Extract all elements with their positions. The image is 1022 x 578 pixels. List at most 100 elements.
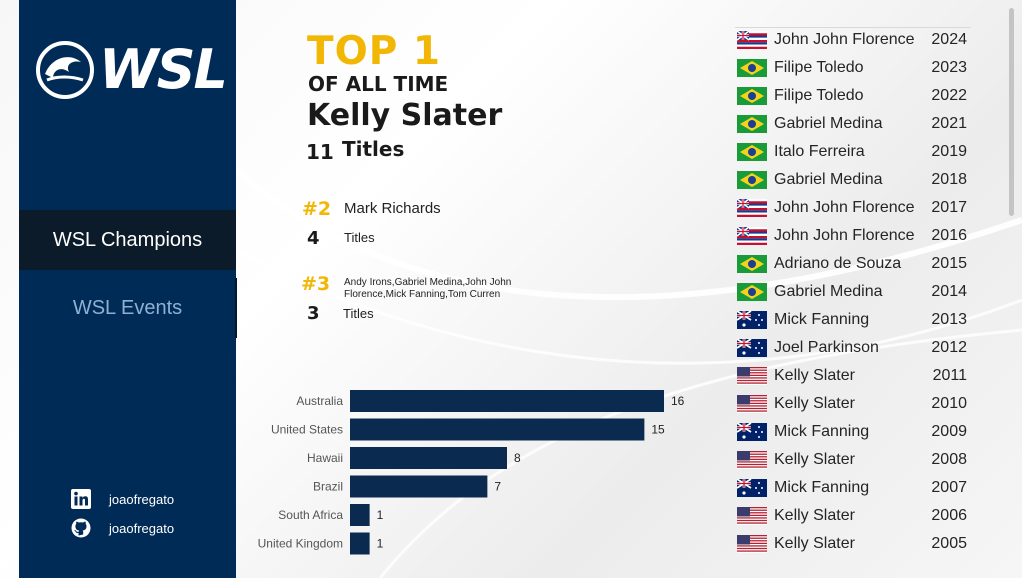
table-row[interactable]: Joel Parkinson 2012 xyxy=(735,334,971,362)
wsl-logo: WSL xyxy=(35,40,228,100)
table-row[interactable]: Mick Fanning 2009 xyxy=(735,418,971,446)
brazil-flag-icon xyxy=(737,59,767,77)
champion-name: Kelly Slater xyxy=(774,507,855,524)
bar-hawaii[interactable] xyxy=(350,447,507,469)
rank-2-title-count: 4 xyxy=(307,228,320,249)
australia-flag-icon xyxy=(737,423,767,441)
nav-wsl-events[interactable]: WSL Events xyxy=(19,278,236,338)
category-tick-label: Hawaii xyxy=(307,451,343,465)
rank-2-name: Mark Richards xyxy=(344,200,441,217)
bar-united-kingdom[interactable] xyxy=(350,532,370,555)
rank-3-label: #3 xyxy=(301,273,331,295)
hawaii-flag-icon xyxy=(737,199,767,217)
champion-name: Gabriel Medina xyxy=(774,115,883,132)
table-row[interactable]: Italo Ferreira 2019 xyxy=(735,138,971,166)
table-row[interactable]: Kelly Slater 2006 xyxy=(735,502,971,530)
rank-3-names: Andy Irons,Gabriel Medina,John John Flor… xyxy=(344,277,512,300)
table-row[interactable]: Adriano de Souza 2015 xyxy=(735,250,971,278)
table-row[interactable]: Filipe Toledo 2023 xyxy=(735,54,971,82)
table-row[interactable]: Kelly Slater 2010 xyxy=(735,390,971,418)
brazil-flag-icon xyxy=(737,143,767,161)
bar-value-label: 7 xyxy=(494,480,501,494)
champion-name: Kelly Slater xyxy=(774,451,855,468)
rank-3-title-count: 3 xyxy=(307,303,320,324)
bar-south-africa[interactable] xyxy=(350,504,370,526)
nav-wsl-champions[interactable]: WSL Champions xyxy=(19,210,236,270)
champion-year: 2022 xyxy=(931,87,967,104)
bar-australia[interactable] xyxy=(350,390,664,412)
table-row[interactable]: Filipe Toledo 2022 xyxy=(735,82,971,110)
champion-year: 2013 xyxy=(931,311,967,328)
category-tick-label: Australia xyxy=(296,394,343,408)
champion-year: 2021 xyxy=(931,115,967,132)
champion-name: Gabriel Medina xyxy=(774,283,883,300)
brazil-flag-icon xyxy=(737,87,767,105)
category-tick-label: United Kingdom xyxy=(258,537,343,551)
table-row[interactable]: John John Florence 2017 xyxy=(735,194,971,222)
usa-flag-icon xyxy=(737,395,767,413)
table-row[interactable]: John John Florence 2024 xyxy=(735,26,971,54)
champion-year: 2010 xyxy=(931,395,967,412)
champion-name: Mick Fanning xyxy=(774,479,870,496)
champion-year: 2014 xyxy=(931,283,967,300)
champion-year: 2023 xyxy=(931,59,967,76)
bar-value-label: 8 xyxy=(514,451,521,465)
champion-name: Gabriel Medina xyxy=(774,171,883,188)
linkedin-icon xyxy=(71,489,91,509)
hawaii-flag-icon xyxy=(737,31,767,49)
category-tick-label: South Africa xyxy=(278,508,343,522)
australia-flag-icon xyxy=(737,479,767,497)
champion-name: Joel Parkinson xyxy=(774,339,879,356)
table-row[interactable]: Mick Fanning 2007 xyxy=(735,474,971,502)
usa-flag-icon xyxy=(737,451,767,469)
github-link[interactable]: joaofregato xyxy=(71,518,174,538)
champion-name: Italo Ferreira xyxy=(774,143,865,160)
top-champion-name: Kelly Slater xyxy=(307,98,503,133)
champion-name: Kelly Slater xyxy=(774,535,855,552)
champion-year: 2024 xyxy=(931,31,967,48)
hawaii-flag-icon xyxy=(737,227,767,245)
nav-divider xyxy=(235,278,237,338)
champion-year: 2005 xyxy=(931,535,967,552)
usa-flag-icon xyxy=(737,507,767,525)
bar-value-label: 1 xyxy=(377,508,384,522)
champion-name: Mick Fanning xyxy=(774,311,870,328)
bar-brazil[interactable] xyxy=(350,475,488,498)
table-scrollbar[interactable] xyxy=(1009,8,1014,216)
github-handle: joaofregato xyxy=(109,520,175,536)
table-row[interactable]: John John Florence 2016 xyxy=(735,222,971,250)
rank-2-titles-label: Titles xyxy=(344,230,375,245)
table-row[interactable]: Gabriel Medina 2018 xyxy=(735,166,971,194)
champion-name: Filipe Toledo xyxy=(774,59,864,76)
github-icon xyxy=(71,518,91,538)
sidebar: WSL WSL Champions WSL Events joaofregato… xyxy=(19,0,237,578)
linkedin-handle: joaofregato xyxy=(109,491,175,507)
champion-year: 2018 xyxy=(931,171,967,188)
rank-3-titles-label: Titles xyxy=(343,306,374,321)
bar-united-states[interactable] xyxy=(350,418,645,441)
table-row[interactable]: Gabriel Medina 2014 xyxy=(735,278,971,306)
usa-flag-icon xyxy=(737,535,767,553)
bar-value-label: 16 xyxy=(671,394,685,408)
champion-year: 2017 xyxy=(931,199,967,216)
australia-flag-icon xyxy=(737,339,767,357)
rank-2-label: #2 xyxy=(302,198,332,220)
linkedin-link[interactable]: joaofregato xyxy=(71,489,174,509)
table-row[interactable]: Mick Fanning 2013 xyxy=(735,306,971,334)
table-row[interactable]: Kelly Slater 2005 xyxy=(735,530,971,558)
table-row[interactable]: Kelly Slater 2008 xyxy=(735,446,971,474)
brazil-flag-icon xyxy=(737,115,767,133)
all-time-subtitle: OF ALL TIME xyxy=(308,72,449,96)
champion-name: John John Florence xyxy=(774,31,915,48)
champion-name: Filipe Toledo xyxy=(774,87,864,104)
top-rank-heading: TOP 1 xyxy=(307,29,442,74)
usa-flag-icon xyxy=(737,367,767,385)
champion-name: John John Florence xyxy=(774,199,915,216)
bar-value-label: 1 xyxy=(377,537,384,551)
table-top-border xyxy=(735,27,971,28)
bar-value-label: 15 xyxy=(651,423,665,437)
champion-year: 2006 xyxy=(931,507,967,524)
table-row[interactable]: Kelly Slater 2011 xyxy=(735,362,971,390)
table-row[interactable]: Gabriel Medina 2021 xyxy=(735,110,971,138)
champion-year: 2011 xyxy=(932,367,967,384)
